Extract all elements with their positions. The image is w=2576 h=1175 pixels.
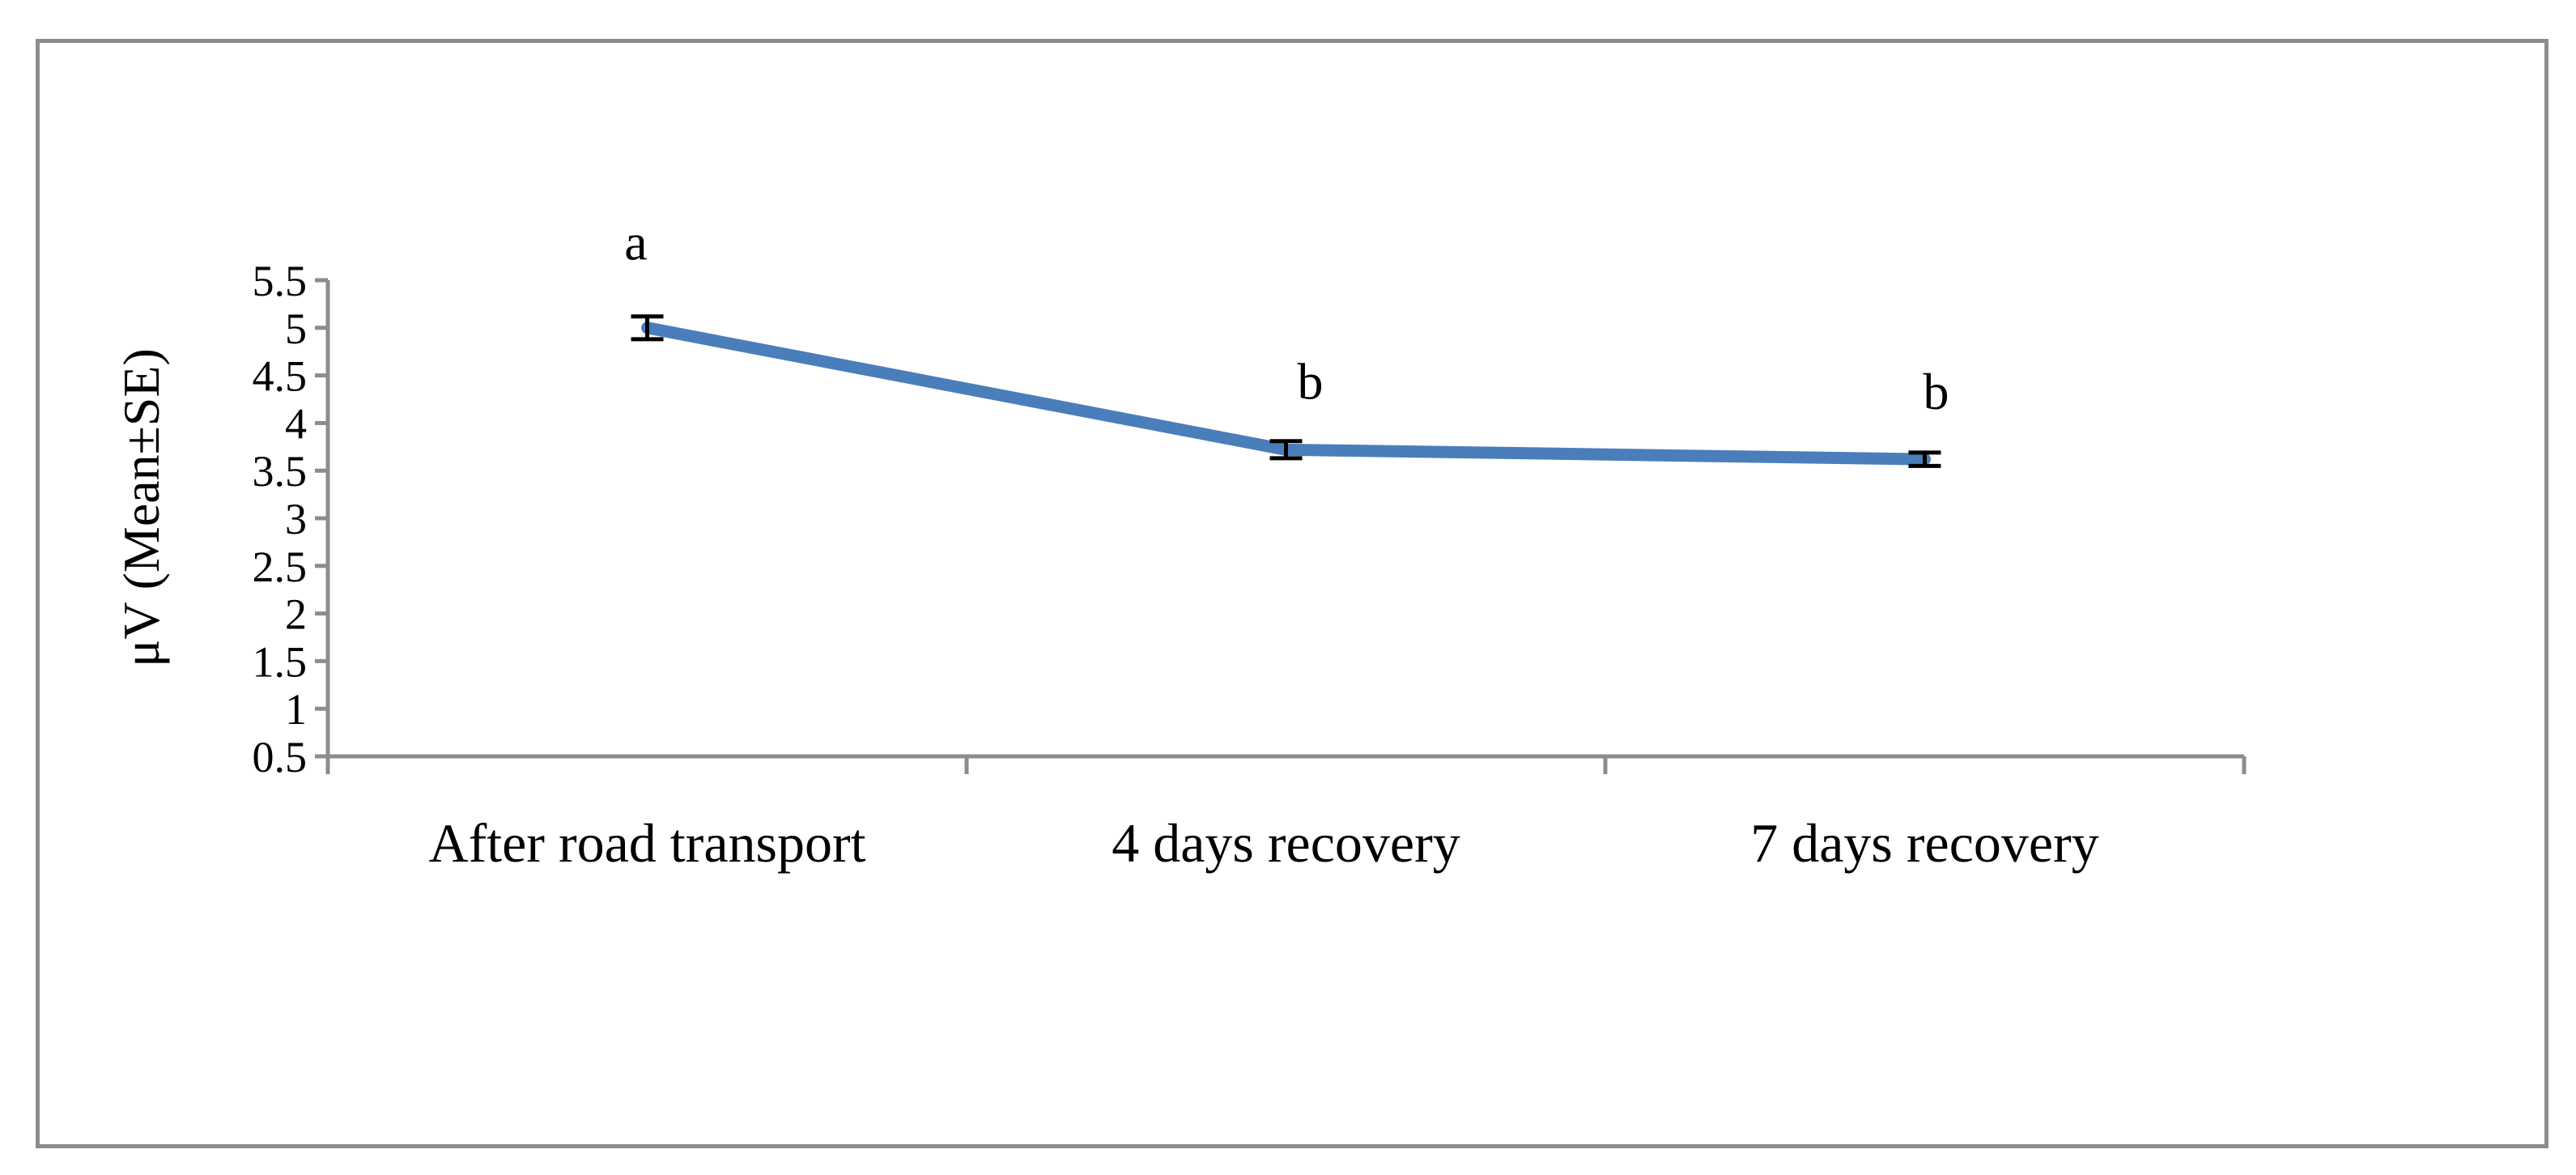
- significance-label: b: [1923, 363, 1949, 420]
- labels: 0.511.522.533.544.555.5 After road transp…: [253, 214, 2099, 874]
- chart-frame: [36, 39, 2548, 1148]
- y-tick-label: 2: [285, 590, 307, 639]
- error-bar: [1269, 439, 1303, 461]
- axes: [315, 278, 2247, 774]
- significance-label: a: [624, 214, 647, 271]
- data-layer: [631, 314, 1941, 468]
- y-tick-label: 3.5: [253, 447, 308, 496]
- y-tick-label: 1.5: [253, 637, 308, 686]
- y-tick-label: 1: [285, 685, 307, 734]
- x-tick-label: 4 days recovery: [1112, 812, 1460, 874]
- y-tick-label: 4: [285, 399, 307, 448]
- x-tick-label: 7 days recovery: [1750, 812, 2098, 874]
- y-tick-label: 5.5: [253, 257, 308, 305]
- y-tick-label: 4.5: [253, 352, 308, 401]
- error-bar: [1908, 450, 1941, 468]
- y-tick-label: 2.5: [253, 543, 308, 591]
- error-bar: [631, 314, 664, 342]
- x-tick-label: After road transport: [428, 812, 865, 874]
- y-tick-label: 3: [285, 495, 307, 543]
- y-tick-label: 0.5: [253, 733, 308, 781]
- y-axis-title: μV (Mean±SE): [113, 348, 170, 667]
- y-tick-label: 5: [285, 304, 307, 353]
- significance-label: b: [1298, 353, 1324, 411]
